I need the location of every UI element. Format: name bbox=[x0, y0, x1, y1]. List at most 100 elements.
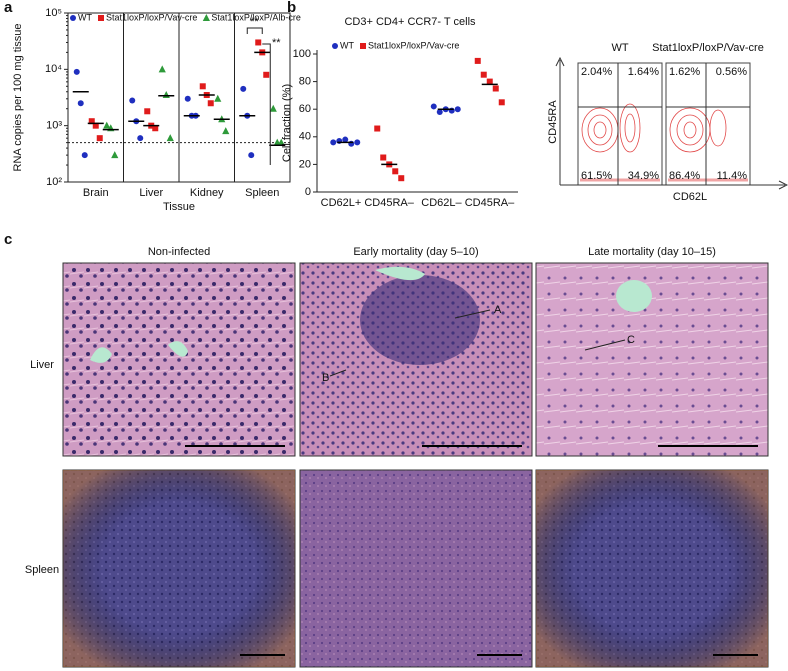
point bbox=[240, 85, 247, 92]
point bbox=[222, 127, 230, 135]
image-annotation: C bbox=[627, 334, 635, 346]
point bbox=[73, 68, 80, 75]
y-tick-label: 10⁴ bbox=[45, 63, 62, 75]
legend-label: Stat1loxP/loxP/Alb-cre bbox=[211, 12, 301, 22]
y-tick-label: 40 bbox=[299, 131, 311, 143]
point bbox=[332, 43, 338, 49]
x-tick-label: Brain bbox=[83, 187, 109, 199]
legend-label: WT bbox=[78, 12, 92, 22]
point bbox=[360, 43, 366, 49]
x-axis-label: Tissue bbox=[163, 201, 195, 213]
x-tick-label: Liver bbox=[139, 187, 163, 199]
point bbox=[166, 134, 174, 142]
column-title: Early mortality (day 5–10) bbox=[353, 246, 478, 258]
point bbox=[202, 14, 210, 21]
point bbox=[269, 104, 277, 112]
legend-label: Stat1loxP/loxP/Vav-cre bbox=[368, 40, 459, 50]
y-tick-label: 0 bbox=[305, 186, 311, 198]
flow-plots bbox=[555, 56, 788, 190]
quadrant-percent: 0.56% bbox=[716, 66, 747, 78]
legend-label: Stat1loxP/loxP/Vav-cre bbox=[106, 12, 197, 22]
point bbox=[492, 85, 499, 92]
column-title: Late mortality (day 10–15) bbox=[588, 246, 716, 258]
significance: ** bbox=[250, 16, 259, 28]
panel-label: c bbox=[4, 231, 12, 248]
x-tick-label: Spleen bbox=[245, 187, 279, 199]
point bbox=[430, 103, 437, 110]
image-annotation: B bbox=[322, 372, 329, 384]
point bbox=[474, 57, 481, 64]
point bbox=[70, 15, 76, 21]
flow-axes bbox=[555, 56, 788, 190]
x-tick-label: CD62L– CD45RA– bbox=[421, 197, 515, 209]
row-label: Spleen bbox=[25, 564, 59, 576]
infiltrate bbox=[360, 275, 480, 365]
spleen-overlay bbox=[63, 470, 295, 667]
row-label: Liver bbox=[30, 359, 54, 371]
point bbox=[207, 100, 214, 107]
flow-x-label: CD62L bbox=[673, 191, 707, 203]
point bbox=[214, 94, 222, 102]
flow-y-label: CD45RA bbox=[547, 100, 559, 144]
spleen-overlay bbox=[536, 470, 768, 667]
point bbox=[162, 91, 170, 99]
image-annotation: A bbox=[494, 304, 502, 316]
panel-label: b bbox=[287, 0, 296, 16]
panel-label: a bbox=[4, 0, 13, 16]
x-tick-label: Kidney bbox=[190, 187, 224, 199]
y-tick-label: 60 bbox=[299, 103, 311, 115]
point bbox=[374, 125, 381, 132]
point bbox=[454, 106, 461, 113]
y-tick-label: 10² bbox=[46, 176, 62, 188]
column-title: Non-infected bbox=[148, 246, 210, 258]
chart-title: CD3+ CD4+ CCR7- T cells bbox=[344, 16, 476, 28]
point bbox=[111, 151, 119, 159]
point bbox=[398, 175, 405, 182]
point bbox=[92, 122, 99, 129]
point bbox=[96, 135, 103, 142]
quadrant-percent: 1.62% bbox=[669, 66, 700, 78]
point bbox=[255, 39, 262, 46]
point bbox=[77, 100, 84, 107]
vessel bbox=[90, 341, 188, 363]
legend-label: WT bbox=[340, 40, 354, 50]
point bbox=[380, 154, 387, 161]
point bbox=[330, 139, 337, 146]
histology-images bbox=[62, 262, 769, 668]
point bbox=[248, 152, 255, 159]
point bbox=[486, 78, 493, 85]
y-axis-label: RNA copies per 100 mg tissue bbox=[12, 24, 24, 172]
flow-title: Stat1loxP/loxP/Vav-cre bbox=[652, 42, 764, 54]
spleen-image bbox=[299, 469, 533, 668]
significance-bracket bbox=[246, 27, 271, 165]
point bbox=[129, 97, 136, 104]
y-tick-label: 10⁵ bbox=[45, 7, 62, 19]
point bbox=[342, 136, 349, 143]
y-tick-label: 10³ bbox=[46, 120, 62, 132]
quadrant-percent: 34.9% bbox=[628, 170, 659, 182]
y-axis-label: Cell fraction (%) bbox=[281, 84, 293, 162]
point bbox=[137, 135, 144, 142]
quadrant-percent: 61.5% bbox=[581, 170, 612, 182]
point bbox=[354, 139, 361, 146]
point bbox=[103, 121, 111, 129]
y-tick-label: 80 bbox=[299, 76, 311, 88]
point bbox=[199, 83, 206, 90]
flow-frame bbox=[665, 62, 751, 186]
flow-title: WT bbox=[611, 42, 628, 54]
quadrant-percent: 11.4% bbox=[717, 170, 748, 182]
quadrant-gates bbox=[578, 63, 750, 185]
point bbox=[392, 168, 399, 175]
y-tick-label: 20 bbox=[299, 158, 311, 170]
point bbox=[480, 71, 487, 78]
significance: ** bbox=[272, 37, 281, 49]
vessel bbox=[616, 280, 652, 312]
liver-image bbox=[535, 262, 769, 457]
point bbox=[81, 152, 88, 159]
scale-bars bbox=[185, 445, 758, 656]
y-tick-label: 100 bbox=[293, 48, 311, 60]
quadrant-percent: 2.04% bbox=[581, 66, 612, 78]
x-tick-label: CD62L+ CD45RA– bbox=[321, 197, 415, 209]
point bbox=[88, 118, 95, 125]
